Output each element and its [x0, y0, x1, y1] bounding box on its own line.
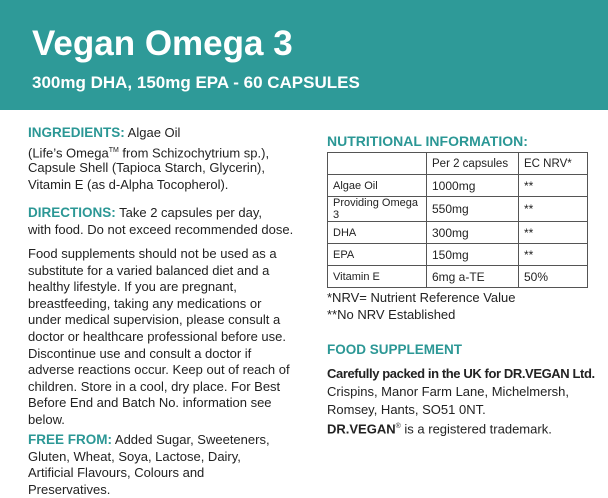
text-line: Gluten, Wheat, Soya, Lactose, Dairy, — [28, 448, 241, 464]
registered-mark: ® — [395, 423, 401, 430]
text-line: DR.VEGAN® is a registered trademark. — [327, 418, 552, 437]
section-heading: DIRECTIONS: — [28, 205, 116, 220]
text-line: adverse reactions occur. Keep out of rea… — [28, 362, 290, 378]
table-cell: 6mg a-TE — [426, 265, 519, 288]
text-line: (Life’s OmegaTM from Schizochytrium sp.)… — [28, 142, 269, 161]
text-line: Crispins, Manor Farm Lane, Michelmersh, — [327, 384, 570, 399]
text-line: healthy lifestyle. If you are pregnant, — [28, 279, 237, 295]
column-header: EC NRV* — [518, 152, 588, 175]
section-heading: INGREDIENTS: — [28, 125, 125, 140]
text-line: Artificial Flavours, Colours and — [28, 465, 205, 480]
table-cell: DHA — [327, 221, 427, 244]
text-line: INGREDIENTS: Algae Oil — [28, 124, 180, 141]
subtitle: 300mg DHA, 150mg EPA - 60 CAPSULES — [32, 73, 360, 92]
text-line: breastfeeding, taking any medications or — [28, 295, 262, 311]
table-cell — [327, 152, 427, 175]
section-heading: FOOD SUPPLEMENT — [327, 342, 463, 357]
header-band — [0, 0, 608, 110]
text-line: DIRECTIONS: Take 2 capsules per day, — [28, 204, 262, 221]
footnote: **No NRV Established — [327, 307, 456, 322]
text-line: below. — [28, 412, 65, 427]
text-line: under medical supervision, please consul… — [28, 312, 281, 328]
table-cell: 550mg — [426, 196, 519, 222]
table-cell: 150mg — [426, 243, 519, 266]
text: (Life’s Omega — [28, 145, 109, 161]
nutrition-heading: NUTRITIONAL INFORMATION: — [327, 133, 528, 149]
text: Added Sugar, Sweeteners, — [114, 432, 270, 447]
text-line: with food. Do not exceed recommended dos… — [28, 222, 294, 237]
table-cell: ** — [518, 243, 588, 266]
text: is a registered trademark. — [400, 421, 552, 437]
text-line: children. Store in a cool, dry place. Fo… — [28, 378, 281, 394]
text-line: substitute for a varied balanced diet an… — [28, 262, 270, 278]
text: from Schizochytrium sp.), — [118, 145, 270, 161]
nutrition-table: Per 2 capsules EC NRV* Algae Oil 1000mg ** Pr… — [327, 152, 588, 288]
table-cell: Vitamin E — [327, 265, 427, 288]
text-line: Preservatives. — [28, 481, 111, 497]
table-cell: 50% — [518, 265, 588, 288]
table-row: Algae Oil 1000mg ** — [327, 174, 588, 197]
footnote: *NRV= Nutrient Reference Value — [327, 290, 516, 305]
table-cell: 1000mg — [426, 174, 519, 197]
table-header: Per 2 capsules EC NRV* — [327, 152, 588, 175]
text-line: doctor or healthcare professional before… — [28, 329, 286, 344]
text-line: Vitamin E (as d-Alpha Tocopherol). — [28, 177, 229, 192]
trademark: TM — [108, 147, 119, 154]
text: Algae Oil — [127, 125, 181, 140]
text-line: Discontinue use and consult a doctor if — [28, 345, 252, 361]
text-line: Capsule Shell (Tapioca Starch, Glycerin)… — [28, 160, 265, 175]
table-cell: EPA — [327, 243, 427, 266]
column-header: Per 2 capsules — [426, 152, 519, 175]
text-line: FREE FROM: Added Sugar, Sweeteners, — [28, 431, 270, 448]
table-row: Vitamin E 6mg a-TE 50% — [327, 265, 588, 288]
text-line: Before End and Batch No. information see — [28, 395, 272, 411]
table-cell: 300mg — [426, 221, 519, 244]
section-heading: FREE FROM: — [28, 432, 112, 447]
table-cell: Providing Omega 3 — [327, 196, 427, 222]
table-row: Providing Omega 3 550mg ** — [327, 196, 588, 222]
brand: DR.VEGAN — [327, 421, 396, 437]
table-cell: ** — [518, 174, 588, 197]
table-row: EPA 150mg ** — [327, 243, 588, 266]
table-cell: ** — [518, 196, 588, 222]
text-line: Food supplements should not be used as a — [28, 246, 277, 261]
text-line: Romsey, Hants, SO51 0NT. — [327, 401, 486, 417]
table-cell: ** — [518, 221, 588, 244]
table-row: DHA 300mg ** — [327, 221, 588, 244]
title: Vegan Omega 3 — [32, 24, 293, 63]
text-line: Carefully packed in the UK for DR.VEGAN … — [327, 366, 595, 381]
table-cell: Algae Oil — [327, 174, 427, 197]
text: Take 2 capsules per day, — [119, 205, 262, 220]
